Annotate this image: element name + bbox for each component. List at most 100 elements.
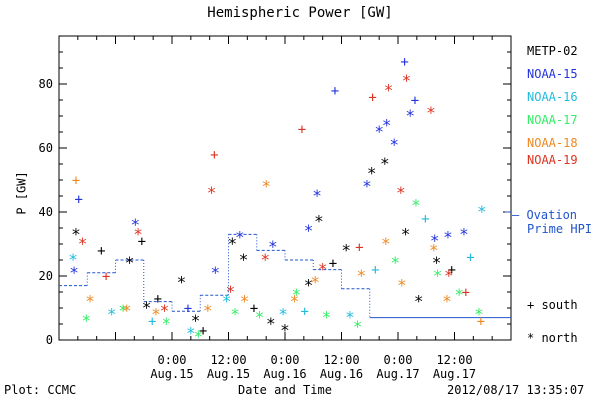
data-point-metp-02: * (125, 253, 135, 272)
data-point-metp-02: * (341, 240, 351, 259)
legend-item-noaa-17: NOAA-17 (527, 113, 578, 127)
data-point-noaa-15: * (374, 122, 384, 141)
data-point-noaa-19: * (318, 260, 328, 279)
data-point-noaa-17: * (390, 253, 400, 272)
data-point-noaa-18: * (310, 272, 320, 291)
data-point-metp-02: * (304, 276, 314, 295)
x-tick-date-label: Aug.17 (433, 367, 476, 381)
data-point-noaa-16: + (466, 250, 474, 266)
data-point-noaa-16: * (68, 250, 78, 269)
data-point-noaa-19: + (462, 285, 470, 301)
legend-item-noaa-16: NOAA-16 (527, 90, 578, 104)
data-point-noaa-17: * (411, 196, 421, 215)
data-point-metp-02: + (199, 323, 207, 339)
data-point-noaa-15: * (210, 263, 220, 282)
legend-item-noaa-19: NOAA-19 (527, 153, 578, 167)
data-point-noaa-18: + (72, 173, 80, 189)
data-point-noaa-18: * (381, 234, 391, 253)
data-point-noaa-18: * (290, 292, 300, 311)
data-point-noaa-16: * (186, 324, 196, 343)
data-point-noaa-17: * (81, 311, 91, 330)
data-point-metp-02: * (432, 253, 442, 272)
data-point-noaa-15: * (459, 224, 469, 243)
x-tick-date-label: Aug.15 (150, 367, 193, 381)
data-point-noaa-19: * (384, 80, 394, 99)
data-point-noaa-15: * (430, 231, 440, 250)
legend-item-noaa-18: NOAA-18 (527, 136, 578, 150)
data-point-metp-02: + (97, 243, 105, 259)
data-point-noaa-15: * (235, 228, 245, 247)
data-point-noaa-16: * (345, 308, 355, 327)
data-point-noaa-19: + (102, 269, 110, 285)
footer-timestamp: 2012/08/17 13:35:07 (447, 383, 585, 397)
data-point-metp-02: * (367, 164, 377, 183)
data-point-noaa-18: * (151, 304, 161, 323)
data-point-metp-02: * (191, 311, 201, 330)
x-tick-label: 0:00 (271, 353, 300, 367)
data-point-noaa-17: * (230, 304, 240, 323)
data-point-metp-02: * (401, 224, 411, 243)
data-point-noaa-16: + (301, 304, 309, 320)
y-tick-label: 0 (46, 333, 53, 347)
data-point-noaa-16: * (477, 202, 487, 221)
data-point-metp-02: * (239, 250, 249, 269)
data-point-noaa-17: * (162, 314, 172, 333)
data-point-metp-02: * (177, 272, 187, 291)
data-point-noaa-18: * (397, 276, 407, 295)
data-point-metp-02: * (314, 212, 324, 231)
legend-item-metp-02: METP-02 (527, 44, 578, 58)
x-tick-date-label: Aug.16 (320, 367, 363, 381)
data-point-noaa-15: * (268, 237, 278, 256)
data-point-noaa-16: * (222, 292, 232, 311)
data-point-noaa-15: * (69, 263, 79, 282)
data-point-noaa-15: * (362, 176, 372, 195)
data-point-noaa-15: * (130, 215, 140, 234)
data-point-noaa-19: * (444, 266, 454, 285)
legend-item-noaa-15: NOAA-15 (527, 67, 578, 81)
data-point-noaa-19: + (210, 147, 218, 163)
x-tick-label: 0:00 (384, 353, 413, 367)
x-tick-date-label: Aug.17 (376, 367, 419, 381)
data-point-noaa-16: * (107, 304, 117, 323)
data-point-noaa-19: * (260, 250, 270, 269)
data-point-metp-02: * (71, 224, 81, 243)
data-point-noaa-19: * (133, 224, 143, 243)
data-point-noaa-15: + (411, 93, 419, 109)
y-tick-label: 20 (39, 269, 53, 283)
data-point-noaa-18: * (85, 292, 95, 311)
data-point-metp-02: + (138, 234, 146, 250)
x-tick-label: 12:00 (210, 353, 246, 367)
y-tick-label: 60 (39, 141, 53, 155)
data-point-metp-02: * (227, 234, 237, 253)
data-point-noaa-19: + (355, 240, 363, 256)
data-point-noaa-17: * (454, 285, 464, 304)
marker-key-south: + south (527, 298, 578, 312)
data-point-noaa-17: * (474, 304, 484, 323)
data-point-noaa-18: + (477, 314, 485, 330)
data-point-noaa-15: * (312, 186, 322, 205)
data-point-metp-02: * (266, 314, 276, 333)
data-point-noaa-18: * (442, 292, 452, 311)
data-point-noaa-19: * (426, 103, 436, 122)
x-tick-label: 0:00 (158, 353, 187, 367)
data-point-noaa-18: * (203, 301, 213, 320)
data-point-metp-02: * (380, 154, 390, 173)
ovation-label-line2: Prime HPI (527, 222, 593, 236)
data-point-noaa-15: + (331, 83, 339, 99)
footer-plot-credit: Plot: CCMC (4, 383, 77, 397)
data-point-noaa-18: * (261, 176, 271, 195)
data-point-metp-02: + (329, 256, 337, 272)
data-point-noaa-15: * (405, 106, 415, 125)
data-point-metp-02: * (414, 292, 424, 311)
data-point-metp-02: + (154, 291, 162, 307)
data-point-noaa-19: * (78, 234, 88, 253)
data-point-noaa-19: + (368, 90, 376, 106)
data-point-noaa-17: * (194, 327, 204, 346)
data-point-noaa-17: * (118, 301, 128, 320)
data-point-noaa-15: + (75, 192, 83, 208)
y-tick-label: 80 (39, 77, 53, 91)
x-tick-label: 12:00 (323, 353, 359, 367)
data-point-noaa-15: + (400, 55, 408, 71)
